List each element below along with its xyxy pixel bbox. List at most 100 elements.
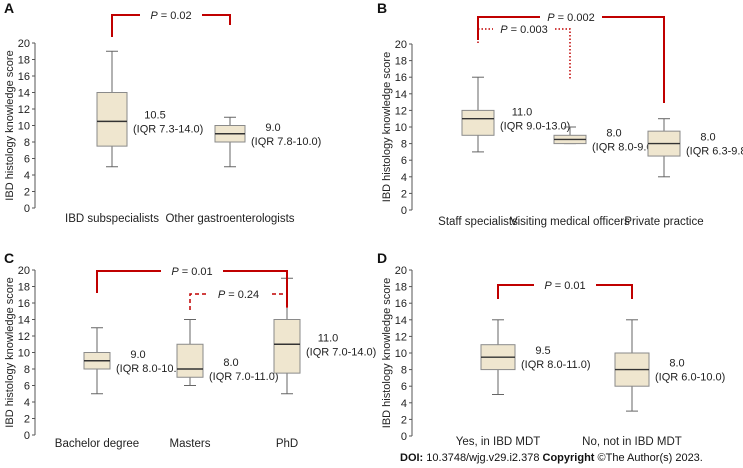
panel-a: A IBD histology knowledge score 0 2 4 6 8 10 12 1… (4, 0, 321, 225)
p-value-number: = 0.01 (179, 266, 213, 278)
y-tick-label: 8 (401, 139, 407, 151)
y-tick-label: 4 (401, 172, 407, 184)
category-label: Yes, in IBD MDT (456, 436, 541, 448)
box-iqr-label: (IQR 6.0-10.0) (655, 372, 725, 384)
box-median-label: 10.5 (144, 109, 165, 121)
p-value-symbol: P (150, 10, 158, 22)
category-label: IBD subspecialists (65, 213, 159, 225)
copyright-label: Copyright (542, 452, 595, 464)
panel-c: C IBD histology knowledge score 0 2 4 6 8 10 12 1… (4, 250, 376, 450)
p-value-bg (534, 278, 596, 292)
y-tick-label: 0 (24, 203, 30, 215)
y-tick-label: 12 (18, 104, 30, 116)
y-tick-label: 8 (24, 137, 30, 149)
y-axis-label: IBD histology knowledge score (381, 278, 393, 428)
category-label: Other gastroenterologists (165, 213, 294, 225)
y-tick-label: 12 (395, 105, 407, 117)
y-tick-label: 18 (18, 55, 30, 67)
box-median-label: 8.0 (223, 357, 238, 369)
y-tick-label: 6 (401, 381, 407, 393)
p-value-number: = 0.002 (555, 12, 595, 24)
y-tick-label: 0 (401, 431, 407, 443)
y-tick-label: 20 (18, 265, 30, 277)
y-tick-label: 8 (401, 365, 407, 377)
p-value-symbol: P (171, 266, 179, 278)
box-3: 8.0 (IQR 6.3-9.8) (647, 118, 743, 178)
box-3: 11.0 (IQR 7.0-14.0) (273, 277, 376, 395)
category-label: PhD (276, 438, 298, 450)
p-value-label: P = 0.002 (547, 12, 594, 24)
p-value-label: P = 0.01 (171, 266, 212, 278)
box-iqr-label: (IQR 8.0-9.0) (592, 141, 656, 153)
box-iqr-label: (IQR 6.3-9.8) (686, 146, 743, 158)
panel-letter: B (377, 0, 387, 16)
y-tick-label: 10 (18, 121, 30, 133)
y-tick-label: 16 (18, 71, 30, 83)
y-tick-label: 12 (395, 331, 407, 343)
bracket-line (477, 28, 571, 80)
y-tick-label: 18 (395, 56, 407, 68)
comparison-bracket: P = 0.01 (497, 278, 633, 299)
box-iqr-label: (IQR 8.0-10.0) (116, 363, 186, 375)
y-tick-label: 18 (18, 282, 30, 294)
category-label: Masters (170, 438, 211, 450)
p-value-number: = 0.24 (225, 289, 259, 301)
p-value-symbol: P (544, 280, 552, 292)
y-tick-label: 0 (401, 205, 407, 217)
y-tick-label: 10 (395, 348, 407, 360)
y-tick-label: 18 (395, 282, 407, 294)
comparison-bracket: P = 0.24 (189, 287, 288, 310)
y-axis-label: IBD histology knowledge score (381, 52, 393, 202)
doi-label: DOI: (400, 452, 424, 464)
box-2: 8.0 (IQR 8.0-9.0) (553, 126, 656, 153)
iqr-box (96, 92, 128, 147)
iqr-box (273, 319, 301, 374)
comparison-bracket: P = 0.02 (111, 8, 231, 37)
box-median-label: 9.5 (535, 345, 550, 357)
panel-b: B IBD histology knowledge score 0 2 4 6 8 10 12 1… (377, 0, 743, 228)
category-label: Staff specialists (438, 216, 518, 228)
p-value-symbol: P (500, 24, 508, 36)
figure-footer: DOI: 10.3748/wjg.v29.i2.378 Copyright ©T… (400, 450, 740, 466)
box-2: 9.0 (IQR 7.8-10.0) (214, 116, 321, 168)
box-iqr-label: (IQR 7.0-14.0) (306, 346, 376, 358)
p-value-bg (493, 22, 555, 36)
p-value-bg (140, 8, 202, 22)
box-1: 11.0 (IQR 9.0-13.0) (461, 76, 570, 153)
p-value-bg (207, 287, 270, 301)
y-tick-label: 10 (395, 122, 407, 134)
panel-letter: C (4, 250, 14, 266)
y-tick-label: 10 (18, 348, 30, 360)
p-value-label: P = 0.02 (150, 10, 191, 22)
y-tick-label: 2 (401, 414, 407, 426)
p-value-number: = 0.003 (508, 24, 548, 36)
y-tick-label: 20 (18, 38, 30, 50)
p-value-label: P = 0.01 (544, 280, 585, 292)
comparison-bracket: P = 0.01 (96, 264, 288, 307)
doi-value: 10.3748/wjg.v29.i2.378 (426, 452, 540, 464)
box-iqr-label: (IQR 8.0-11.0) (521, 359, 591, 371)
iqr-box (176, 343, 204, 378)
y-tick-label: 20 (395, 265, 407, 277)
y-tick-label: 14 (18, 315, 30, 327)
p-value-bg (540, 10, 602, 24)
y-tick-label: 16 (18, 298, 30, 310)
box-1: 10.5 (IQR 7.3-14.0) (96, 50, 203, 168)
y-tick-label: 4 (24, 170, 30, 182)
y-tick-label: 6 (24, 381, 30, 393)
y-tick-label: 16 (395, 298, 407, 310)
y-tick-label: 4 (401, 398, 407, 410)
y-tick-label: 2 (24, 187, 30, 199)
comparison-bracket: P = 0.002 (477, 10, 665, 103)
y-tick-label: 6 (401, 155, 407, 167)
box-median-label: 11.0 (318, 332, 339, 344)
p-value-label: P = 0.24 (218, 289, 259, 301)
box-median-label: 8.0 (606, 127, 621, 139)
y-tick-label: 14 (395, 89, 407, 101)
y-tick-label: 12 (18, 331, 30, 343)
box-median-label: 8.0 (700, 132, 715, 144)
category-label: Bachelor degree (55, 438, 139, 450)
comparison-bracket: P = 0.003 (477, 22, 571, 80)
p-value-number: = 0.02 (158, 10, 192, 22)
